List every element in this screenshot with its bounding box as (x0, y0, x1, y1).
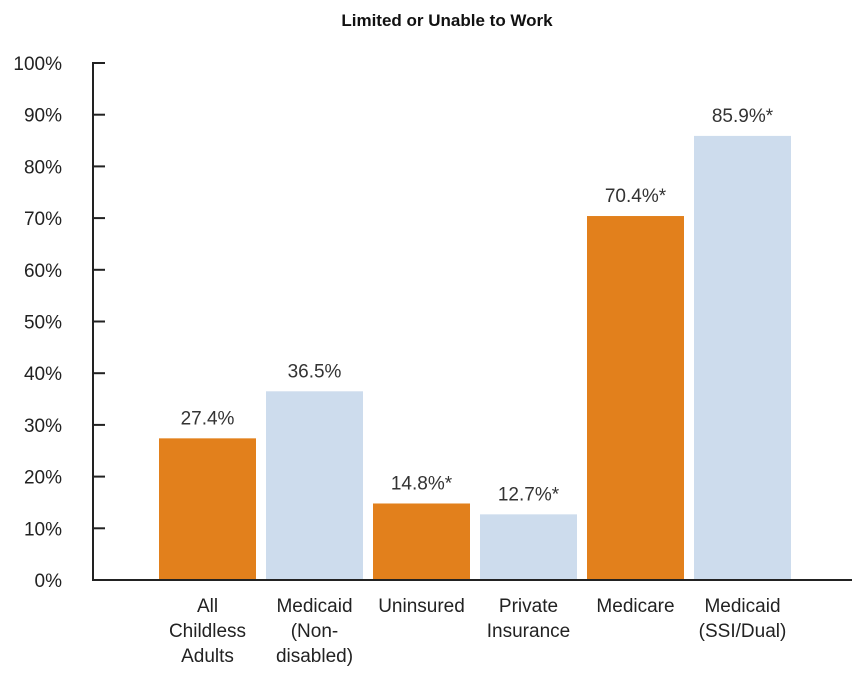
x-tick-label: All Childless Adults (169, 596, 246, 667)
y-tick-label: 80% (24, 157, 62, 178)
bars (159, 136, 791, 580)
bar (587, 216, 684, 580)
bar (373, 503, 470, 580)
y-tick-label: 10% (24, 519, 62, 540)
bar (480, 514, 577, 580)
bar (694, 136, 791, 580)
y-tick-label: 60% (24, 261, 62, 282)
data-label: 36.5% (288, 361, 342, 382)
chart-title: Limited or Unable to Work (341, 11, 553, 30)
x-tick-label: Uninsured (378, 596, 465, 617)
y-tick-label: 100% (13, 54, 62, 75)
y-tick-label: 30% (24, 416, 62, 437)
x-tick-label: Medicaid (SSI/Dual) (699, 596, 787, 642)
y-tick-label: 0% (35, 571, 63, 592)
y-tick-label: 90% (24, 106, 62, 127)
x-tick-label: Private Insurance (487, 596, 570, 642)
data-label: 14.8%* (391, 473, 453, 494)
y-tick-label: 40% (24, 364, 62, 385)
data-label: 27.4% (181, 408, 235, 429)
data-label: 85.9%* (712, 106, 774, 127)
y-tick-label: 70% (24, 209, 62, 230)
y-axis: 0% 10% 20% 30% 40% 50% 60% 70% 80% 90% 100% (13, 54, 105, 592)
x-axis: All Childless Adults Medicaid (Non-disabled)… (92, 580, 852, 667)
data-label: 12.7%* (498, 484, 560, 505)
bar (266, 391, 363, 580)
y-tick-label: 50% (24, 313, 62, 334)
y-tick-label: 20% (24, 468, 62, 489)
x-tick-label: Medicare (596, 596, 674, 617)
bar (159, 438, 256, 580)
data-label: 70.4%* (605, 186, 667, 207)
x-tick-label: Medicaid (Non-disabled) (276, 596, 353, 667)
